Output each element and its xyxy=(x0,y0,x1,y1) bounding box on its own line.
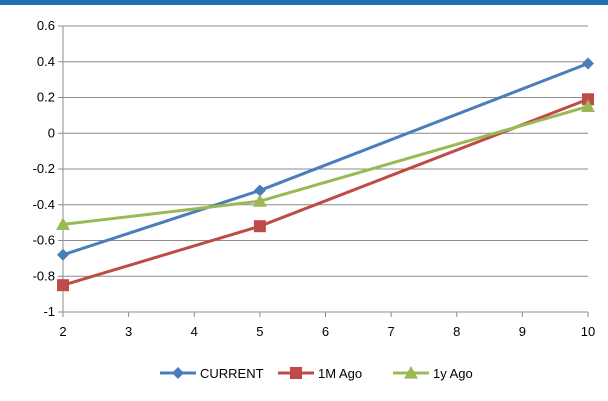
data-point-1y-ago xyxy=(581,99,595,113)
data-point-1m-ago xyxy=(253,220,266,233)
legend-label-1m-ago: 1M Ago xyxy=(318,366,362,381)
legend-marker-current xyxy=(172,367,184,379)
data-point-current xyxy=(253,184,266,197)
data-point-1m-ago xyxy=(57,279,69,292)
y-tick-label: -1 xyxy=(43,304,55,319)
legend-marker-1m-ago xyxy=(290,367,302,379)
x-tick-label: 10 xyxy=(581,324,595,339)
y-tick-label: -0.6 xyxy=(33,233,55,248)
top-accent-bar xyxy=(0,0,608,5)
series-lines xyxy=(56,57,595,292)
legend-label-1y-ago: 1y Ago xyxy=(433,366,473,381)
x-tick-label: 4 xyxy=(191,324,198,339)
y-tick-label: 0 xyxy=(48,125,55,140)
y-tick-label: -0.2 xyxy=(33,161,55,176)
y-tick-label: 0.6 xyxy=(37,18,55,33)
y-tick-label: 0.2 xyxy=(37,90,55,105)
data-point-1y-ago xyxy=(56,217,70,231)
gridlines xyxy=(63,25,588,313)
y-tick-label: -0.8 xyxy=(33,268,55,283)
legend-marker-1y-ago xyxy=(404,366,418,379)
x-tick-label: 9 xyxy=(519,324,526,339)
y-tick-label: -0.4 xyxy=(33,197,55,212)
x-tick-label: 8 xyxy=(453,324,460,339)
data-point-current xyxy=(57,248,69,261)
data-point-1m-ago xyxy=(582,93,594,106)
series-line-current xyxy=(62,62,589,257)
legend-label-current: CURRENT xyxy=(200,366,264,381)
data-point-1y-ago xyxy=(252,194,267,207)
x-tick-label: 7 xyxy=(388,324,395,339)
x-tick-label: 5 xyxy=(256,324,263,339)
x-tick-label: 2 xyxy=(59,324,66,339)
axes: 0.6 0.4 0.2 0 -0.2 -0.4 -0.6 -0.8 -1 2 3 4 5 6 7 8 9 10 xyxy=(33,18,596,339)
y-tick-label: 0.4 xyxy=(37,54,55,69)
x-tick-label: 6 xyxy=(322,324,329,339)
x-tick-label: 3 xyxy=(125,324,132,339)
data-point-current xyxy=(582,57,594,70)
legend: CURRENT 1M Ago 1y Ago xyxy=(160,366,473,381)
series-line-1m-ago xyxy=(62,97,589,287)
